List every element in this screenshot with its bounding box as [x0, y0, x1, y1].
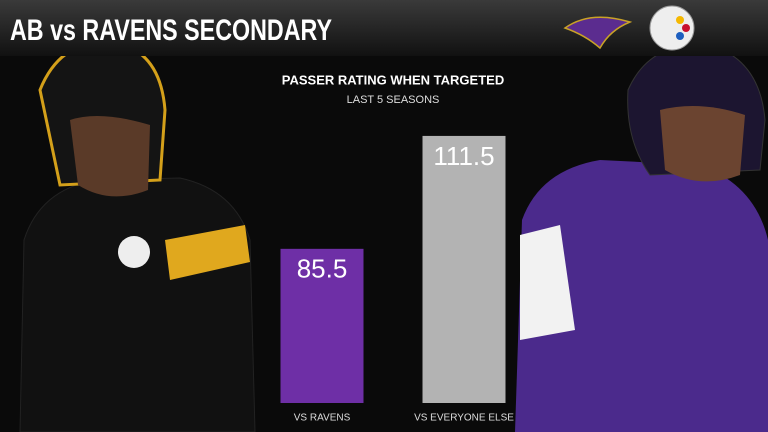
x-tick-label: VS RAVENS [294, 413, 351, 424]
bar [422, 135, 506, 403]
x-tick-label: VS EVERYONE ELSE [414, 413, 514, 424]
player-right [515, 44, 768, 432]
team-logos [563, 5, 695, 51]
value-label: 85.5 [297, 254, 348, 284]
player-left [19, 40, 256, 432]
bar [280, 248, 364, 403]
chart-subtitle: LAST 5 SEASONS [347, 94, 440, 106]
header-title: AB vs RAVENS SECONDARY [10, 14, 332, 47]
chart-title: PASSER RATING WHEN TARGETED [282, 72, 504, 87]
header-bar [0, 0, 768, 56]
value-label: 111.5 [433, 141, 494, 171]
